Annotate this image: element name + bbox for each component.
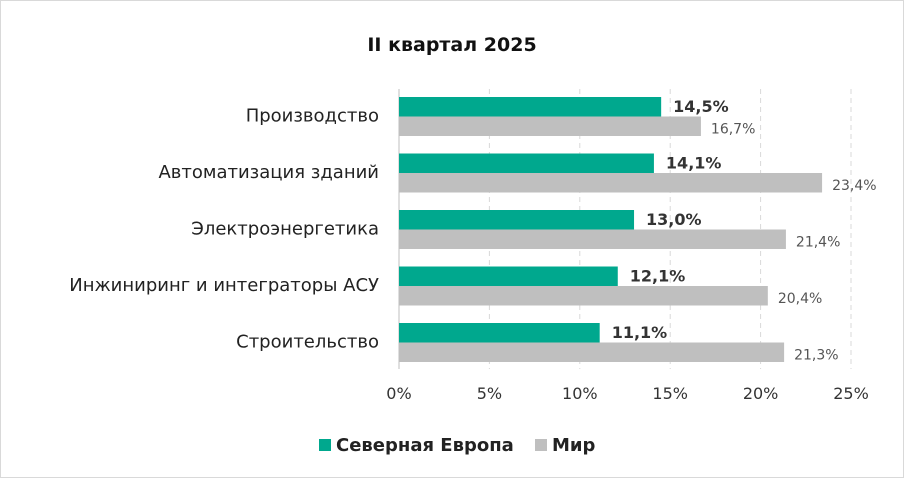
bar-northern-europe (399, 97, 661, 117)
data-label: 23,4% (832, 178, 876, 194)
legend-item-northern-europe: Северная Европа (319, 435, 514, 456)
bar-northern-europe (399, 267, 618, 287)
bars (399, 97, 822, 362)
data-label: 16,7% (711, 122, 755, 138)
chart-title: II квартал 2025 (367, 34, 536, 56)
bar-world (399, 343, 784, 363)
data-label: 21,3% (794, 348, 838, 364)
x-tick-label: 5% (477, 384, 502, 403)
legend-item-world: Мир (535, 435, 596, 456)
x-axis-ticks: 0% 5% 10% 15% 20% 25% (386, 384, 868, 403)
bar-world (399, 117, 701, 137)
data-label: 14,1% (666, 154, 722, 173)
legend-label: Северная Европа (336, 435, 514, 456)
x-tick-label: 15% (652, 384, 688, 403)
data-label: 13,0% (646, 210, 702, 229)
category-labels: Производство Автоматизация зданий Электроэ… (69, 106, 379, 353)
legend-label: Мир (552, 435, 596, 456)
data-label: 12,1% (630, 267, 686, 286)
bar-northern-europe (399, 154, 654, 174)
bar-world (399, 173, 822, 193)
category-label: Инжиниринг и интеграторы АСУ (69, 275, 379, 296)
data-label: 21,4% (796, 235, 840, 251)
bar-world (399, 230, 786, 250)
data-label: 11,1% (612, 323, 668, 342)
data-label: 14,5% (673, 97, 729, 116)
legend-swatch (319, 439, 331, 451)
category-label: Автоматизация зданий (158, 162, 379, 183)
bar-northern-europe (399, 210, 634, 230)
legend: Северная Европа Мир (319, 435, 596, 456)
bar-world (399, 286, 768, 306)
data-label: 20,4% (778, 291, 822, 307)
x-tick-label: 20% (743, 384, 779, 403)
bar-northern-europe (399, 323, 600, 343)
legend-swatch (535, 439, 547, 451)
category-label: Строительство (236, 332, 379, 353)
x-tick-label: 10% (562, 384, 598, 403)
category-label: Производство (246, 106, 379, 127)
x-tick-label: 25% (833, 384, 869, 403)
x-tick-label: 0% (386, 384, 411, 403)
category-label: Электроэнергетика (191, 219, 379, 240)
